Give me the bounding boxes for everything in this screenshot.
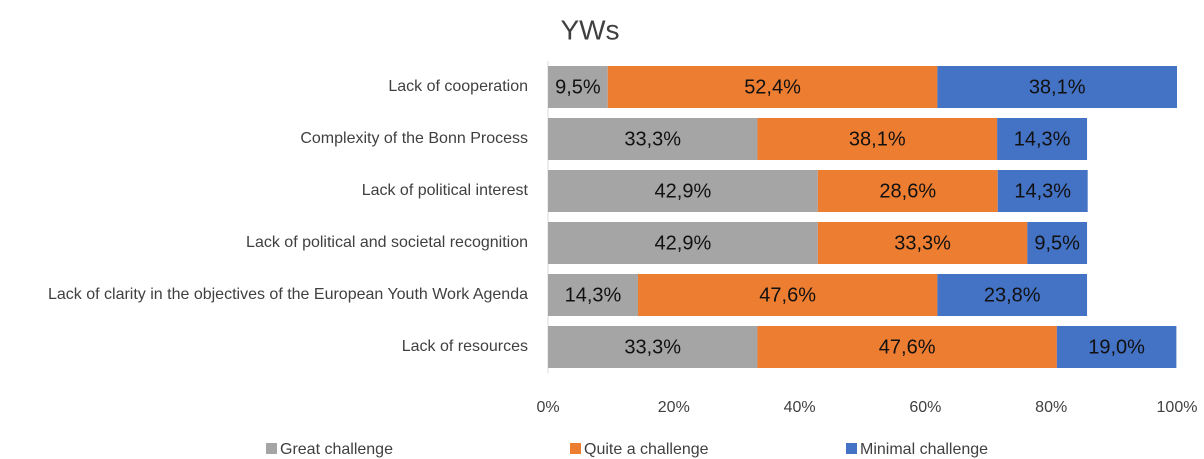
bar-segment [817, 170, 998, 212]
bar-segment [1027, 222, 1088, 264]
bar-segment [997, 170, 1088, 212]
category-label-box: Lack of political and societal recogniti… [246, 234, 528, 251]
x-tick-label: 20% [658, 399, 690, 416]
data-label: 33,3% [624, 128, 681, 150]
x-tick-label: 40% [784, 399, 816, 416]
data-label: 38,1% [849, 128, 906, 150]
bar-segment [1056, 326, 1177, 368]
legend-label: Great challenge [280, 441, 393, 458]
legend-label: Quite a challenge [584, 441, 709, 458]
bar-segment [937, 66, 1177, 108]
y-tick-label: Lack of clarity in the objectives of the… [47, 286, 528, 303]
y-tick-label: Complexity of the Bonn Process [300, 130, 528, 147]
data-label: 42,9% [655, 180, 712, 202]
bar-segment [548, 170, 818, 212]
x-tick-label: 60% [909, 399, 941, 416]
data-label: 9,5% [1034, 232, 1080, 254]
data-label: 28,6% [879, 180, 936, 202]
bar-segment [997, 118, 1088, 160]
y-tick-label: Lack of resources [401, 338, 528, 355]
legend-swatch [266, 443, 277, 454]
data-label: 42,9% [655, 232, 712, 254]
bar-segment [548, 118, 758, 160]
data-label: 23,8% [984, 284, 1041, 306]
data-label: 33,3% [624, 336, 681, 358]
data-label: 52,4% [744, 76, 801, 98]
bar-segment [637, 274, 938, 316]
category-label-box: Lack of resources [401, 338, 528, 355]
y-tick-label: Lack of political and societal recogniti… [246, 234, 528, 251]
bar-segment [548, 66, 608, 108]
bar-segment [817, 222, 1028, 264]
category-label-box: Lack of cooperation [388, 78, 528, 95]
bar-segment [548, 326, 758, 368]
data-label: 14,3% [1014, 128, 1071, 150]
data-label: 9,5% [555, 76, 601, 98]
data-label: 47,6% [879, 336, 936, 358]
x-tick-label: 100% [1157, 399, 1198, 416]
data-label: 19,0% [1088, 336, 1145, 358]
legend-swatch [846, 443, 857, 454]
bar-segment [548, 222, 818, 264]
bar-segment [607, 66, 938, 108]
bar-segment [757, 326, 1057, 368]
bar-segment [757, 118, 998, 160]
category-label-box: Complexity of the Bonn Process [300, 130, 528, 147]
data-label: 38,1% [1029, 76, 1086, 98]
data-label: 14,3% [565, 284, 622, 306]
chart-title: YWs [560, 14, 619, 45]
y-tick-label: Lack of political interest [361, 182, 528, 199]
y-tick-label: Lack of cooperation [388, 78, 528, 95]
data-label: 47,6% [759, 284, 816, 306]
x-tick-label: 80% [1035, 399, 1067, 416]
category-label-box: Lack of political interest [361, 182, 528, 199]
data-label: 14,3% [1014, 180, 1071, 202]
legend-swatch [570, 443, 581, 454]
legend-label: Minimal challenge [860, 441, 988, 458]
data-label: 33,3% [894, 232, 951, 254]
bar-segment [548, 274, 638, 316]
x-tick-label: 0% [536, 399, 559, 416]
category-label-box: Lack of clarity in the objectives of the… [47, 286, 528, 303]
bar-segment [937, 274, 1088, 316]
